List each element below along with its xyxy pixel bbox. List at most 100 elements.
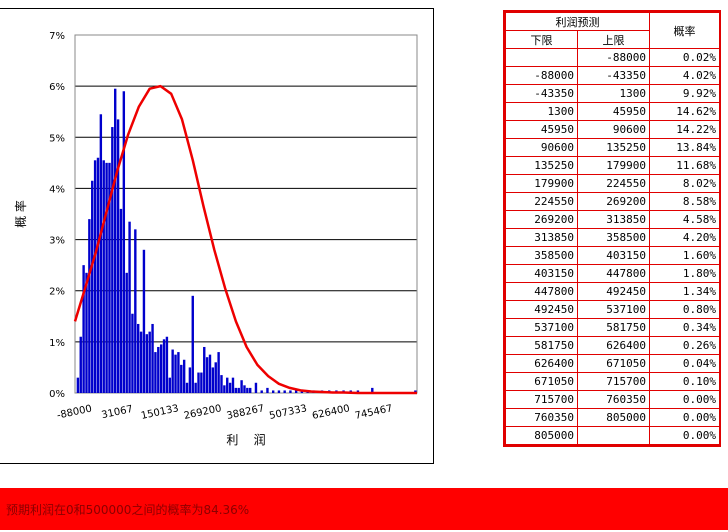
table-row: 447800 492450 1.34% xyxy=(505,282,720,301)
x-tick-label: 745467 xyxy=(354,403,394,422)
cell-lower: 1300 xyxy=(505,102,578,121)
cell-upper: 224550 xyxy=(577,174,650,193)
cell-lower: 45950 xyxy=(505,120,578,139)
y-tick-label: 6% xyxy=(49,82,65,93)
table-row: 313850 358500 4.20% xyxy=(505,228,720,247)
cell-lower: -88000 xyxy=(505,66,578,85)
table-row: 358500 403150 1.60% xyxy=(505,246,720,265)
cell-lower: 447800 xyxy=(505,282,578,301)
cell-probability: 4.02% xyxy=(649,66,720,85)
histogram-bar xyxy=(185,382,189,393)
cell-lower: 805000 xyxy=(505,426,578,445)
histogram-bar xyxy=(111,127,114,394)
histogram-bar xyxy=(177,352,180,393)
histogram-bar xyxy=(154,352,157,393)
cell-lower: 135250 xyxy=(505,156,578,175)
cell-upper xyxy=(577,426,650,445)
histogram-bar xyxy=(88,219,91,393)
histogram-bar xyxy=(220,375,223,393)
distribution-curve-line xyxy=(73,84,417,395)
profit-forecast-table: 利润预测 概率 下限 上限 -88000 0.02% -88000 -43350 4.0… xyxy=(503,10,721,447)
cell-lower: -43350 xyxy=(505,84,578,103)
cell-probability: 8.58% xyxy=(649,192,720,211)
histogram-chart: 0% 1% 2% 3% 4% 5% 6% 7% -88000 31067 150133 269200… xyxy=(13,31,418,447)
table-row: 626400 671050 0.04% xyxy=(505,354,720,373)
histogram-bar xyxy=(131,313,134,393)
table-row: 224550 269200 8.58% xyxy=(505,192,720,211)
histogram-bar xyxy=(168,377,171,393)
cell-probability: 0.04% xyxy=(649,354,720,373)
cell-probability: 13.84% xyxy=(649,138,720,157)
y-tick-label: 1% xyxy=(49,338,65,349)
histogram-bar xyxy=(122,91,126,393)
cell-upper: 581750 xyxy=(577,318,650,337)
histogram-bar xyxy=(223,385,226,393)
table-row: -88000 -43350 4.02% xyxy=(505,66,720,85)
cell-probability: 0.00% xyxy=(649,408,720,427)
histogram-bar xyxy=(249,387,252,393)
cell-probability: 4.58% xyxy=(649,210,720,229)
cell-upper: 358500 xyxy=(577,228,650,247)
histogram-bar xyxy=(180,364,183,393)
cell-probability: 0.10% xyxy=(649,372,720,391)
cell-probability: 8.02% xyxy=(649,174,720,193)
histogram-bar xyxy=(142,249,146,393)
histogram-bar xyxy=(79,336,82,393)
cell-upper: 537100 xyxy=(577,300,650,319)
cell-upper: 447800 xyxy=(577,264,650,283)
cell-lower: 90600 xyxy=(505,138,578,157)
cell-probability: 9.92% xyxy=(649,84,720,103)
table-row: 269200 313850 4.58% xyxy=(505,210,720,229)
histogram-bar xyxy=(208,354,212,393)
histogram-bar xyxy=(93,160,97,393)
cell-lower: 224550 xyxy=(505,192,578,211)
histogram-bar xyxy=(211,367,215,393)
table-row: 537100 581750 0.34% xyxy=(505,318,720,337)
histogram-bar xyxy=(289,390,292,393)
cell-probability: 4.20% xyxy=(649,228,720,247)
histogram-bar xyxy=(151,323,154,393)
cell-upper: 492450 xyxy=(577,282,650,301)
histogram-bar xyxy=(159,344,163,393)
cell-upper: 403150 xyxy=(577,246,650,265)
histogram-bar xyxy=(231,377,235,393)
cell-probability: 1.60% xyxy=(649,246,720,265)
table-body: -88000 0.02% -88000 -43350 4.02% -43350 1300 9.… xyxy=(505,48,720,445)
cell-lower: 626400 xyxy=(505,354,578,373)
cell-lower xyxy=(505,48,578,67)
x-tick-label: -88000 xyxy=(56,403,93,421)
histogram-bar xyxy=(414,390,417,393)
banner-text: 预期利润在0和500000之间的概率为84.36% xyxy=(6,503,250,517)
table-row: 805000 0.00% xyxy=(505,426,720,445)
cell-probability: 0.34% xyxy=(649,318,720,337)
histogram-bar xyxy=(277,390,281,393)
plot-area xyxy=(74,34,418,394)
x-tick-labels: -88000 31067 150133 269200 388267 507333 62640… xyxy=(56,403,394,422)
x-tick-label: 31067 xyxy=(101,404,134,421)
histogram-bar xyxy=(246,387,249,393)
histogram-bar xyxy=(125,272,128,393)
histogram-bar xyxy=(102,160,105,393)
cell-probability: 1.34% xyxy=(649,282,720,301)
y-tick-label: 7% xyxy=(49,31,65,42)
histogram-bar xyxy=(188,367,192,393)
histogram-bar xyxy=(82,265,85,393)
cell-upper: 135250 xyxy=(577,138,650,157)
cell-lower: 581750 xyxy=(505,336,578,355)
histogram-bar xyxy=(191,295,194,393)
histogram-bar xyxy=(197,372,200,393)
table-row: 179900 224550 8.02% xyxy=(505,174,720,193)
histogram-bar xyxy=(260,390,263,393)
y-axis-label: 概 率 xyxy=(13,200,28,228)
histogram-bar xyxy=(171,349,174,393)
histogram-bar xyxy=(226,377,229,393)
cell-probability: 1.80% xyxy=(649,264,720,283)
chart-panel: 0% 1% 2% 3% 4% 5% 6% 7% -88000 31067 150133 269200… xyxy=(0,8,434,464)
cell-lower: 492450 xyxy=(505,300,578,319)
histogram-bar xyxy=(174,354,177,393)
histogram-bar xyxy=(234,387,238,393)
histogram-bar xyxy=(165,336,169,393)
cell-upper: 90600 xyxy=(577,120,650,139)
histogram-bar xyxy=(200,372,203,393)
table-row: 90600 135250 13.84% xyxy=(505,138,720,157)
